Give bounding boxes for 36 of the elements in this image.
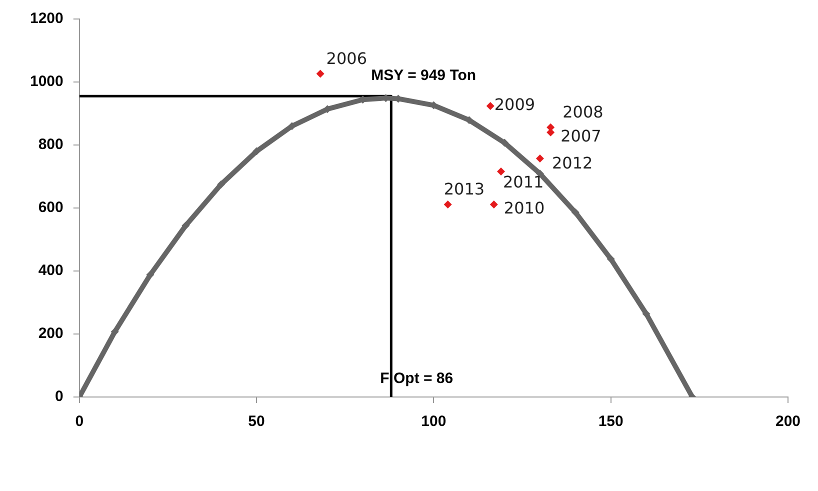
- annotation: F Opt = 86: [380, 370, 454, 387]
- annotation: 2012: [552, 154, 593, 173]
- point: [252, 147, 261, 156]
- x-tick-label: 100: [421, 413, 446, 430]
- y-tick-label: 600: [38, 199, 64, 216]
- annotation: 2011: [503, 172, 544, 192]
- point: [642, 310, 650, 318]
- annotation: 2006: [326, 48, 368, 68]
- point: [500, 138, 509, 147]
- point: [490, 200, 498, 209]
- x-tick-label: 150: [598, 413, 624, 430]
- annotation: 2013: [444, 180, 485, 199]
- point: [606, 255, 615, 264]
- annotation: 2007: [560, 126, 602, 146]
- y-tick-label: 200: [38, 325, 64, 342]
- point: [486, 102, 494, 110]
- annotation: 2009: [494, 95, 536, 114]
- y-tick-label: 800: [38, 136, 64, 154]
- x-tick-label: 0: [75, 413, 84, 430]
- point: [536, 154, 544, 163]
- point: [217, 180, 226, 188]
- y-tick-label: 400: [38, 262, 64, 280]
- annotation: 2010: [504, 198, 545, 218]
- y-tick-label: 1200: [30, 10, 64, 28]
- point: [182, 222, 190, 230]
- y-tick-label: 0: [55, 388, 64, 406]
- annotation: 2008: [562, 102, 604, 122]
- point: [316, 70, 324, 78]
- point: [571, 208, 580, 216]
- x-tick-label: 50: [248, 413, 265, 430]
- point: [444, 200, 452, 209]
- x-tick-label: 200: [775, 413, 801, 430]
- annotation: MSY = 949 Ton: [371, 67, 476, 84]
- point: [497, 167, 506, 176]
- y-tick-label: 1000: [30, 73, 64, 90]
- point: [146, 270, 154, 279]
